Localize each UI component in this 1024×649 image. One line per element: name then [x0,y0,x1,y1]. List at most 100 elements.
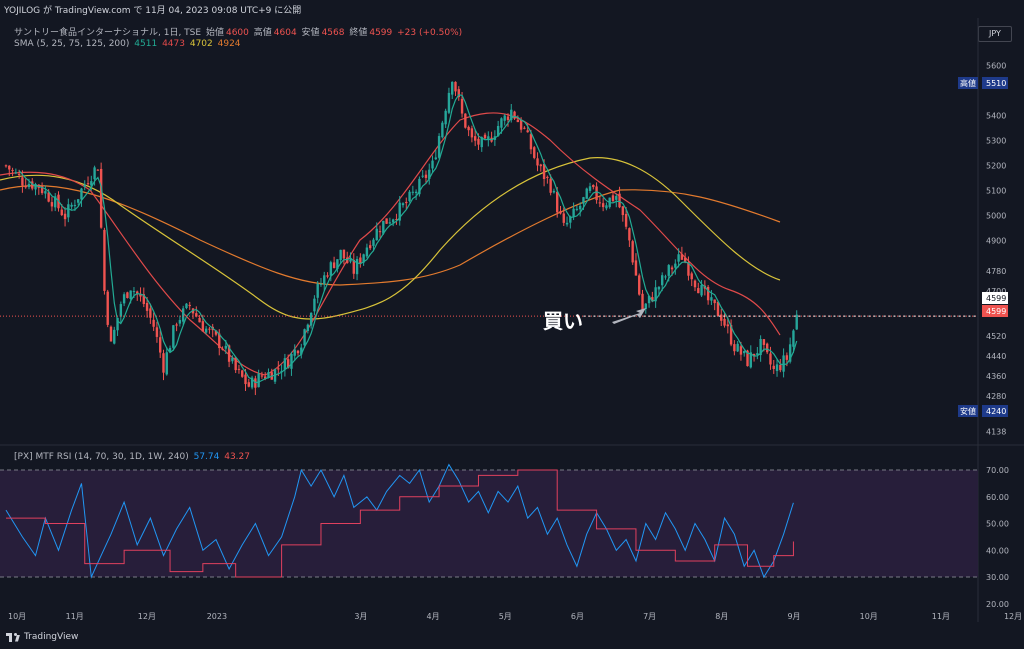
candle-body [733,344,736,352]
time-tick: 8月 [715,612,728,621]
candle-body [565,222,569,225]
candle-body [40,185,44,194]
candle-body [329,262,333,276]
candle-body [359,257,362,264]
candle-body [332,262,336,268]
candle-body [414,191,418,194]
candle-body [231,357,234,362]
candle-body [736,343,739,352]
rsi-band [0,470,978,577]
candle-body [605,205,608,209]
time-axis: 10月11月12月20233月4月5月6月7月8月9月10月11月12月2024… [8,612,1022,621]
candle-body [680,254,684,260]
candle-body [434,157,438,160]
candle-body [779,364,782,371]
candle-body [257,373,260,388]
candle-body [405,201,408,204]
last-price-badge-2: 4599 [986,307,1006,316]
candle-body [165,352,168,375]
candle-body [67,204,70,218]
candle-body [519,119,523,130]
candle-body [188,304,191,307]
rsi-fast-line [5,463,794,579]
candle-body [437,136,441,158]
candle-body [172,325,175,348]
candle-body [395,219,398,221]
symbol-legend: サントリー食品インターナショナル, 1日, TSE 始値 4600 高値 4604 … [12,25,462,38]
time-tick: 11月 [66,612,84,621]
candle-body [214,330,218,335]
candle-body [323,275,326,285]
candle-body [483,134,487,139]
candle-body [552,190,556,193]
price-tick: 4280 [986,392,1006,401]
candle-body [159,337,162,353]
candle-body [496,125,500,137]
candle-body [244,374,247,385]
candle-body [592,184,595,188]
candle-body [234,357,237,371]
candle-body [8,165,11,170]
candle-body [539,164,543,167]
rsi-axis: 70.00 60.00 50.00 40.00 30.00 20.00 [986,466,1009,609]
sma125-line [0,185,781,286]
candle-body [27,183,31,188]
candle-body [277,368,280,370]
candle-body [4,165,8,167]
candle-body [355,259,359,275]
candle-body [533,147,536,158]
low-value: 4568 [321,28,345,38]
candle-body [575,208,579,210]
candle-body [765,343,769,353]
candle-body [641,293,644,312]
candle-body [762,339,766,345]
sma25-value: 4473 [162,39,185,49]
sma5-line [18,94,798,384]
candle-body [700,285,703,296]
candle-body [441,122,444,138]
candle-body [86,183,90,185]
candle-body [178,320,182,324]
candle-body [408,191,411,202]
candle-body [713,299,716,304]
candle-body [467,126,470,131]
candle-body [697,288,700,294]
open-value: 4600 [225,28,249,38]
candle-body [759,338,762,356]
candle-body [365,247,369,257]
candle-body [559,211,562,214]
candle-body [487,136,490,140]
price-tick: 4700 [986,287,1006,296]
tradingview-brand[interactable]: TradingView [6,632,78,642]
candle-body [611,195,615,201]
candle-body [280,370,283,372]
candle-body [145,302,149,311]
tradingview-logo-icon [6,632,20,642]
candle-body [375,228,378,241]
rsi-tick: 30.00 [986,573,1009,582]
candle-body [598,202,602,204]
candle-body [50,202,54,207]
candle-body [615,196,618,200]
candle-body [372,239,375,246]
candle-body [546,176,549,178]
candle-body [549,178,552,193]
candle-body [500,118,503,128]
candle-body [34,183,37,190]
price-tick: 5000 [986,212,1006,221]
candle-body [775,364,779,371]
candle-body [31,181,34,189]
publisher-header: YOJILOG が TradingView.com で 11月 04, 2023… [4,6,302,16]
high-label: 高値 [253,28,272,38]
candle-body [513,111,516,119]
candle-body [621,206,625,216]
candle-body [710,297,713,301]
rsi-tick: 20.00 [986,600,1009,609]
candle-body [582,197,585,204]
high-badge-label-bg [958,77,978,89]
price-tick: 4900 [986,237,1006,246]
candle-body [336,259,339,270]
candle-body [670,267,674,270]
candle-body [578,205,582,210]
